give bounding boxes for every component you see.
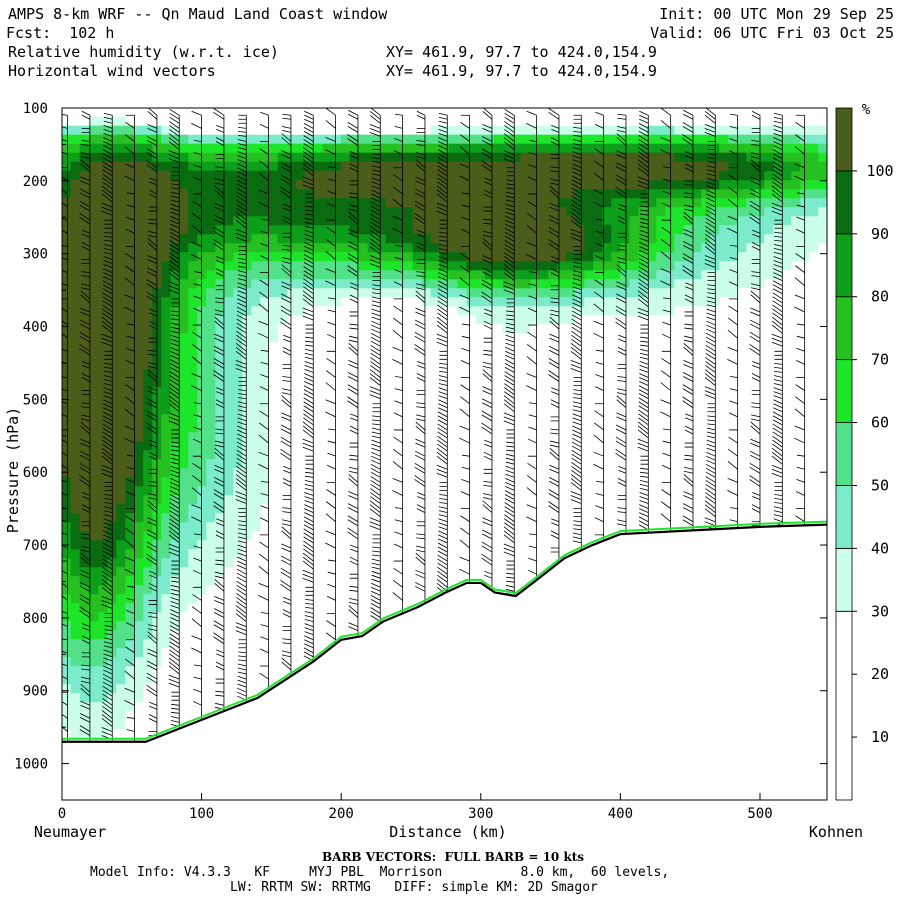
model-info-line-1: Model Info: V4.3.3 KF MYJ PBL Morrison 8… bbox=[90, 865, 670, 880]
colorbar-tick-label: 60 bbox=[871, 414, 889, 432]
y-tick-label: 600 bbox=[23, 465, 48, 481]
colorbar-swatch bbox=[835, 422, 853, 486]
x-start-label: Neumayer bbox=[34, 823, 106, 841]
y-tick-label: 200 bbox=[23, 174, 48, 190]
colorbar-tick-label: 10 bbox=[871, 728, 889, 746]
y-tick-label: 900 bbox=[23, 684, 48, 700]
colorbar-tick-label: 20 bbox=[871, 665, 889, 683]
plot-frame bbox=[61, 107, 828, 801]
y-tick-label: 300 bbox=[23, 247, 48, 263]
colorbar-swatch bbox=[835, 485, 853, 549]
y-tick-label: 800 bbox=[23, 611, 48, 627]
barb-legend: BARB VECTORS: FULL BARB = 10 kts bbox=[322, 850, 585, 864]
terrain-fill bbox=[62, 524, 827, 800]
x-axis-label: Distance (km) bbox=[389, 823, 506, 841]
barb-shafts bbox=[62, 108, 806, 748]
x-tick-label: 300 bbox=[468, 806, 493, 822]
forecast-hour: Fcst: 102 h bbox=[6, 24, 115, 42]
y-tick-label: 1000 bbox=[14, 757, 48, 773]
x-tick-label: 400 bbox=[608, 806, 633, 822]
x-tick-label: 500 bbox=[747, 806, 772, 822]
colorbar-unit: % bbox=[862, 102, 871, 118]
colorbar-swatch bbox=[835, 170, 853, 235]
x-tick-label: 100 bbox=[189, 806, 214, 822]
colorbar-tick-label: 40 bbox=[871, 539, 889, 557]
plot-title: AMPS 8-km WRF -- Qn Maud Land Coast wind… bbox=[8, 5, 388, 23]
colorbar-swatch bbox=[835, 233, 853, 298]
terrain-mask bbox=[62, 520, 827, 800]
init-time: Init: 00 UTC Mon 29 Sep 25 bbox=[659, 5, 894, 23]
valid-time: Valid: 06 UTC Fri 03 Oct 25 bbox=[650, 24, 894, 42]
axes: 100 200 300 400 500 600 700 800 900 1000 0 100 200 30… bbox=[4, 101, 863, 841]
colorbar-tick-label: 80 bbox=[871, 288, 889, 306]
terrain-surface-rim bbox=[62, 520, 827, 740]
variable-label-rh: Relative humidity (w.r.t. ice) bbox=[8, 43, 279, 61]
colorbar: 10 20 30 40 50 60 70 80 90 100% bbox=[835, 102, 894, 801]
colorbar-swatch bbox=[835, 610, 853, 801]
y-tick-label: 400 bbox=[23, 320, 48, 336]
y-axis-label: Pressure (hPa) bbox=[4, 407, 22, 533]
terrain-surface-line bbox=[62, 523, 827, 743]
colorbar-tick-label: 70 bbox=[871, 351, 889, 369]
colorbar-swatch bbox=[835, 547, 853, 612]
colorbar-swatch bbox=[835, 107, 853, 172]
colorbar-tick-label: 50 bbox=[871, 476, 889, 494]
colorbar-tick-label: 30 bbox=[871, 602, 889, 620]
cross-section-chart: 100 200 300 400 500 600 700 800 900 1000 0 100 200 30… bbox=[4, 101, 894, 841]
x-end-label: Kohnen bbox=[809, 823, 863, 841]
colorbar-tick-label: 90 bbox=[871, 225, 889, 243]
x-tick-label: 200 bbox=[329, 806, 354, 822]
y-tick-label: 700 bbox=[23, 538, 48, 554]
cross-section-endpoints-1: XY= 461.9, 97.7 to 424.0,154.9 bbox=[386, 43, 657, 61]
y-tick-label: 500 bbox=[23, 392, 48, 408]
model-info-line-2: LW: RRTM SW: RRTMG DIFF: simple KM: 2D S… bbox=[230, 880, 598, 895]
wind-barbs bbox=[62, 108, 806, 748]
cross-section-endpoints-2: XY= 461.9, 97.7 to 424.0,154.9 bbox=[386, 62, 657, 80]
colorbar-tick-label: 100 bbox=[866, 162, 893, 180]
colorbar-swatch bbox=[835, 296, 853, 361]
y-tick-label: 100 bbox=[23, 101, 48, 117]
colorbar-swatch bbox=[835, 359, 853, 423]
x-tick-label: 0 bbox=[58, 806, 66, 822]
variable-label-wind: Horizontal wind vectors bbox=[8, 62, 216, 80]
